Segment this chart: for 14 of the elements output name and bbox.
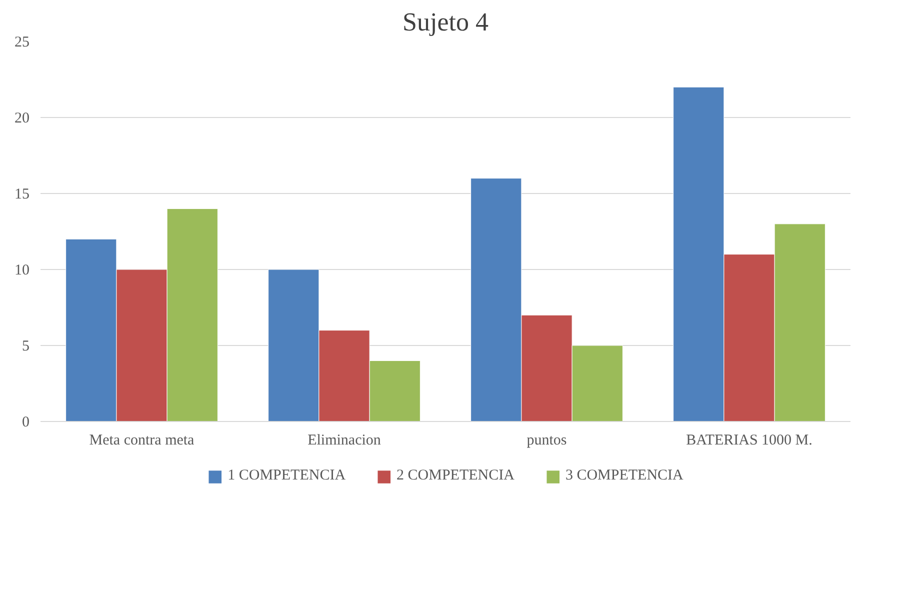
y-tick-label: 20 xyxy=(14,110,30,126)
legend-label: 2 COMPETENCIA xyxy=(396,468,514,484)
x-tick-label: Eliminacion xyxy=(308,432,382,448)
chart-title: Sujeto 4 xyxy=(402,8,488,36)
x-tick-label: BATERIAS 1000 M. xyxy=(686,432,812,448)
y-tick-label: 10 xyxy=(14,262,30,278)
y-tick-label: 0 xyxy=(22,414,30,430)
y-tick-label: 15 xyxy=(14,186,30,202)
x-tick-label: Meta contra meta xyxy=(89,432,195,448)
x-tick-label: puntos xyxy=(526,432,567,448)
y-tick-label: 5 xyxy=(22,338,30,354)
legend-label: 3 COMPETENCIA xyxy=(565,468,684,484)
y-tick-label: 25 xyxy=(14,34,30,50)
legend-label: 1 COMPETENCIA xyxy=(228,468,346,484)
